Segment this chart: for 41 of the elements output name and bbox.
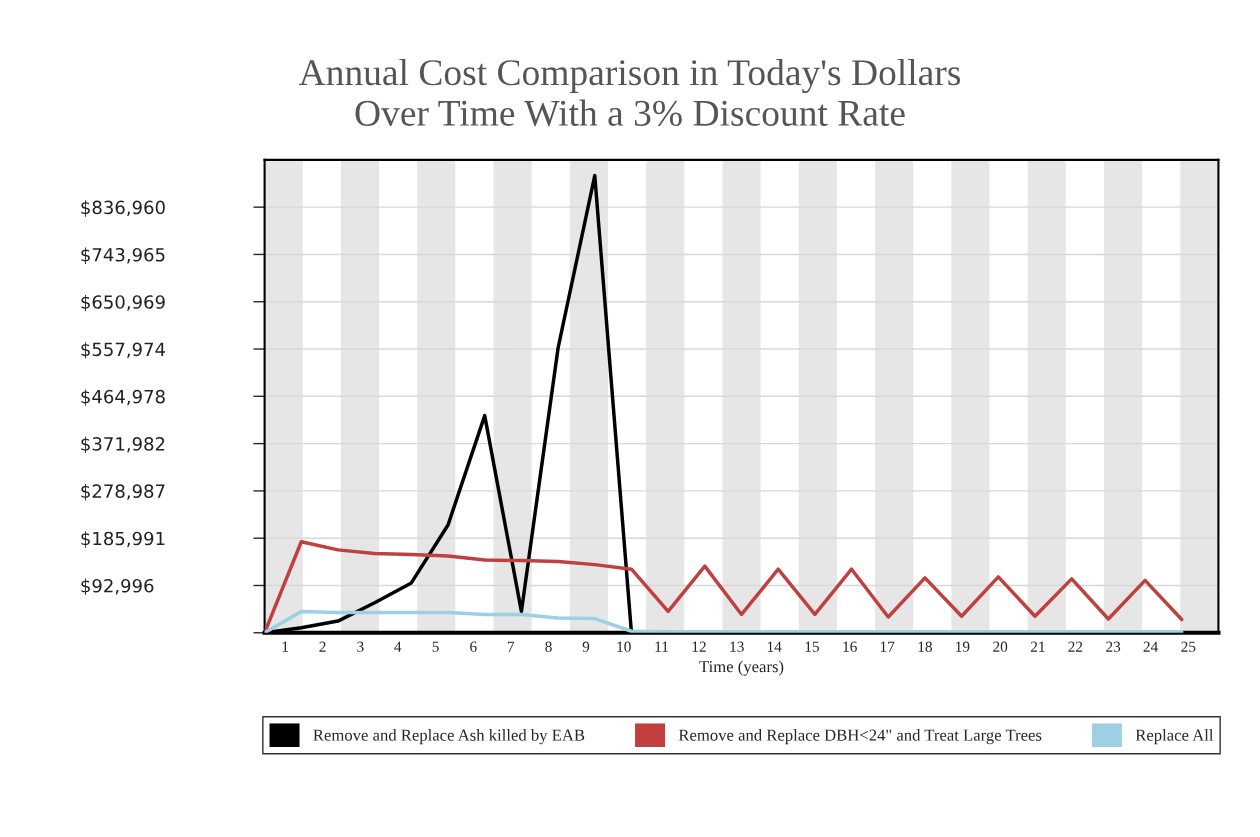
y-tick-label: $185,991 (81, 531, 165, 548)
y-tick-label: $836,960 (81, 200, 165, 217)
x-tick-label: 11 (655, 641, 668, 652)
x-tick-label: 24 (1143, 641, 1158, 652)
y-tick-label: $557,974 (81, 342, 166, 359)
x-tick-label: 8 (545, 641, 552, 652)
x-tick-label: 21 (1030, 641, 1045, 652)
x-tick-label: 20 (993, 641, 1008, 652)
x-tick-label: 10 (617, 641, 631, 652)
y-tick-label: $464,978 (81, 389, 165, 406)
line-series (264, 540, 1184, 633)
y-tick-label: $650,969 (81, 294, 165, 312)
legend-label: Remove and Replace Ash killed by EAB (313, 729, 585, 745)
x-tick-label: 18 (918, 641, 932, 652)
y-tick-label: $92,996 (81, 578, 154, 595)
legend-label: Remove and Replace DBH<24" and Treat Large Trees (678, 729, 1042, 745)
line-series (264, 609, 1184, 633)
y-tick-label: $371,982 (81, 436, 165, 454)
x-tick-label: 4 (394, 641, 402, 652)
x-tick-label: 25 (1181, 641, 1196, 652)
y-tick-label: $278,987 (81, 484, 165, 501)
x-tick-label: 16 (843, 641, 857, 652)
x-tick-label: 22 (1068, 641, 1083, 652)
legend-label: Replace All (1135, 729, 1214, 745)
x-tick-label: 9 (582, 641, 590, 652)
chart-title: Annual Cost Comparison in Today's Dollars Over Time With a 3% Discount Rate (298, 58, 961, 127)
x-tick-label: 23 (1106, 641, 1121, 652)
x-tick-label: 12 (692, 641, 706, 652)
x-tick-label: 17 (880, 641, 895, 652)
x-tick-label: 3 (357, 641, 364, 652)
x-tick-label: 5 (432, 641, 439, 652)
x-tick-label: 14 (767, 641, 782, 652)
x-tick-label: 13 (730, 641, 744, 652)
y-tick-label: $743,965 (81, 247, 165, 264)
x-tick-label: 1 (282, 641, 289, 652)
x-tick-label: 15 (805, 641, 819, 652)
x-tick-label: 19 (956, 641, 970, 652)
x-tick-label: 6 (470, 641, 477, 652)
x-tick-label: 7 (507, 641, 515, 652)
x-axis-title: Time (years) (699, 660, 784, 676)
x-tick-label: 2 (319, 641, 326, 652)
